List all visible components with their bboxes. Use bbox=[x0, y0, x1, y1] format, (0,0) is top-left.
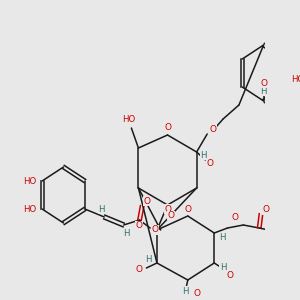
Text: HO: HO bbox=[291, 74, 300, 83]
Text: HO: HO bbox=[23, 176, 36, 185]
Text: HO: HO bbox=[23, 205, 36, 214]
Text: H: H bbox=[123, 230, 130, 238]
Text: O: O bbox=[135, 221, 142, 230]
Text: O: O bbox=[210, 124, 217, 134]
Text: O: O bbox=[226, 271, 234, 280]
Text: O: O bbox=[152, 226, 159, 235]
Text: O: O bbox=[232, 214, 239, 223]
Text: H: H bbox=[200, 151, 207, 160]
Text: H: H bbox=[260, 86, 267, 95]
Text: O: O bbox=[143, 196, 150, 206]
Text: O: O bbox=[260, 79, 267, 88]
Text: H: H bbox=[220, 263, 226, 272]
Text: O: O bbox=[206, 158, 213, 167]
Text: H: H bbox=[182, 286, 188, 296]
Text: O: O bbox=[164, 124, 171, 133]
Text: H: H bbox=[219, 233, 225, 242]
Text: O: O bbox=[167, 211, 174, 220]
Text: O: O bbox=[184, 205, 191, 214]
Text: H: H bbox=[145, 254, 152, 263]
Text: HO: HO bbox=[122, 115, 135, 124]
Text: O: O bbox=[193, 290, 200, 298]
Text: O: O bbox=[263, 206, 270, 214]
Text: H: H bbox=[98, 205, 105, 214]
Text: O: O bbox=[164, 205, 172, 214]
Text: O: O bbox=[136, 265, 143, 274]
